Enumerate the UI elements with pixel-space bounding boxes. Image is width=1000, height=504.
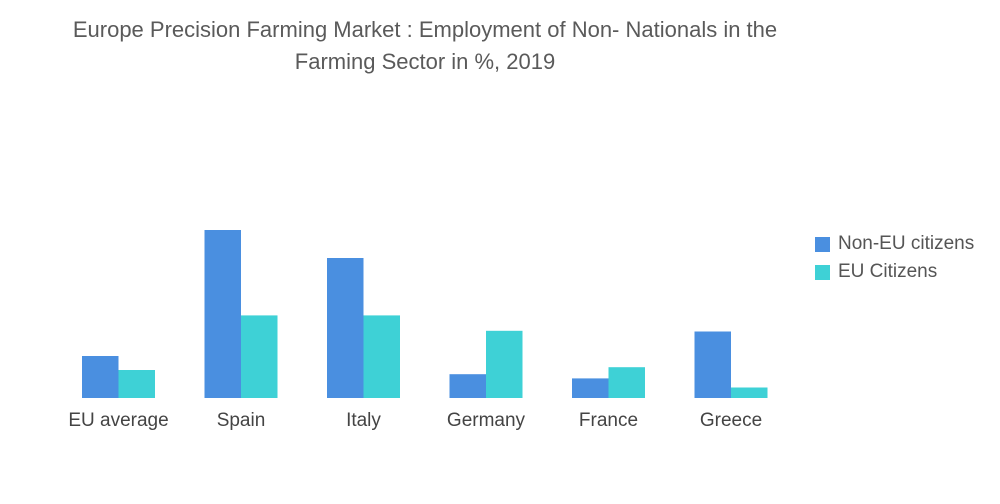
bar-non-eu-italy [327,258,364,398]
legend: Non-EU citizens EU Citizens [815,230,974,286]
bar-eu-france [608,367,645,398]
x-tick-label: Italy [346,410,381,431]
x-tick-label: Greece [700,410,762,431]
bar-eu-germany [486,330,523,398]
bar-eu-spain [241,315,278,398]
bar-non-eu-france [572,378,609,398]
x-tick-label: Germany [447,410,526,431]
bar-non-eu-greece [694,331,731,398]
legend-item-non-eu: Non-EU citizens [815,230,974,258]
legend-swatch-non-eu [815,236,830,252]
bar-non-eu-spain [204,230,241,398]
legend-label-eu: EU Citizens [838,261,938,282]
bar-eu-italy [363,315,400,398]
x-tick-label: France [579,410,638,431]
legend-label-non-eu: Non-EU citizens [838,233,975,254]
bar-eu-greece [731,387,768,398]
bar-non-eu-germany [449,374,486,398]
chart-title: Europe Precision Farming Market : Employ… [72,17,778,74]
x-tick-label: Spain [217,410,266,431]
legend-item-eu: EU Citizens [815,258,974,286]
legend-swatch-eu [815,264,830,280]
bar-eu-eu-average [118,370,155,398]
bar-non-eu-eu-average [82,356,119,398]
x-tick-label: EU average [68,410,168,431]
